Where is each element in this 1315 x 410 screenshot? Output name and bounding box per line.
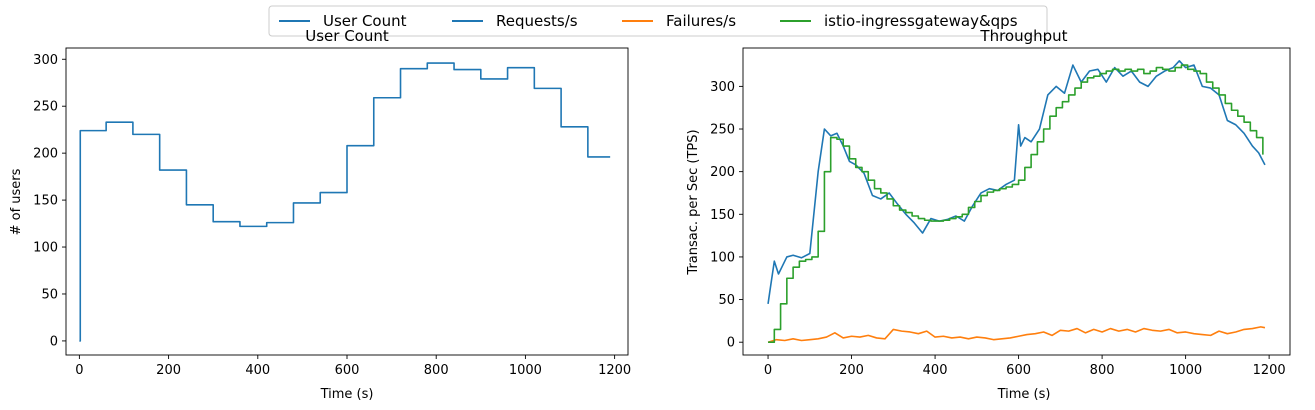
x-tick-label: 0 bbox=[75, 363, 83, 378]
series-line-requests-s bbox=[767, 59, 1266, 304]
y-tick-label: 50 bbox=[718, 293, 735, 308]
series-line-user-count bbox=[79, 62, 611, 342]
x-tick-label: 600 bbox=[1006, 363, 1031, 378]
y-tick-label: 0 bbox=[727, 336, 735, 351]
y-tick-label: 250 bbox=[33, 100, 58, 115]
y-tick-label: 0 bbox=[50, 334, 58, 349]
x-tick-label: 1000 bbox=[509, 363, 542, 378]
legend: User Count Requests/s Failures/s istio-i… bbox=[268, 5, 1048, 37]
legend-label: Requests/s bbox=[496, 12, 578, 30]
x-tick-label: 200 bbox=[156, 363, 181, 378]
legend-label: User Count bbox=[323, 12, 407, 30]
y-axis-label: Transac. per Sec (TPS) bbox=[686, 129, 701, 275]
chart-title: Throughput bbox=[979, 27, 1067, 45]
chart-title: User Count bbox=[305, 27, 389, 45]
legend-label: Failures/s bbox=[666, 12, 736, 30]
x-tick-label: 1200 bbox=[598, 363, 631, 378]
series-line-failures-s bbox=[767, 326, 1266, 343]
legend-frame bbox=[268, 5, 1048, 37]
series-line-istio-ingressgateway-qps bbox=[768, 64, 1264, 344]
x-tick-label: 1200 bbox=[1253, 363, 1286, 378]
legend-entry-failures: Failures/s bbox=[622, 12, 736, 30]
x-tick-label: 600 bbox=[335, 363, 360, 378]
x-tick-label: 0 bbox=[764, 363, 772, 378]
x-tick-label: 1000 bbox=[1169, 363, 1202, 378]
x-tick-label: 400 bbox=[245, 363, 270, 378]
legend-label: istio-ingressgateway&qps bbox=[824, 12, 1018, 30]
x-axis-label: Time (s) bbox=[997, 387, 1051, 402]
axes-frame bbox=[65, 47, 629, 356]
plot-area: 0 200 400 600 800 1000 1200 0 50 100 150 200 250 300 bbox=[33, 47, 631, 378]
plot-area: 0 200 400 600 800 1000 1200 0 50 100 150 200 250 300 bbox=[710, 47, 1291, 378]
x-tick-label: 200 bbox=[839, 363, 864, 378]
y-tick-label: 200 bbox=[710, 165, 735, 180]
legend-entry-user-count: User Count bbox=[279, 12, 407, 30]
axes-frame bbox=[742, 47, 1291, 356]
y-tick-label: 200 bbox=[33, 147, 58, 162]
y-tick-label: 250 bbox=[710, 123, 735, 138]
y-tick-label: 100 bbox=[33, 241, 58, 256]
y-axis-label: # of users bbox=[9, 168, 24, 235]
y-tick-label: 50 bbox=[41, 287, 58, 302]
y-tick-label: 100 bbox=[710, 250, 735, 265]
legend-entry-istio: istio-ingressgateway&qps bbox=[780, 12, 1018, 30]
x-tick-label: 800 bbox=[1090, 363, 1115, 378]
x-tick-label: 800 bbox=[424, 363, 449, 378]
y-tick-label: 150 bbox=[33, 194, 58, 209]
y-tick-label: 300 bbox=[33, 53, 58, 68]
chart-user-count: User Count 0 200 400 600 800 1000 1200 0 50 100 15… bbox=[9, 27, 631, 402]
y-tick-label: 150 bbox=[710, 208, 735, 223]
y-tick-label: 300 bbox=[710, 80, 735, 95]
legend-entry-requests: Requests/s bbox=[452, 12, 578, 30]
x-axis-label: Time (s) bbox=[320, 387, 374, 402]
x-tick-label: 400 bbox=[923, 363, 948, 378]
chart-throughput: Throughput 0 200 400 600 800 1000 1200 0 50 100 15… bbox=[686, 27, 1291, 402]
